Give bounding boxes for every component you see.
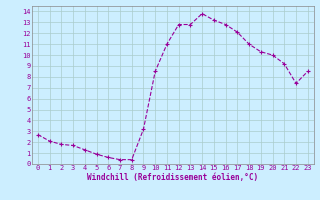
X-axis label: Windchill (Refroidissement éolien,°C): Windchill (Refroidissement éolien,°C) [87,173,258,182]
